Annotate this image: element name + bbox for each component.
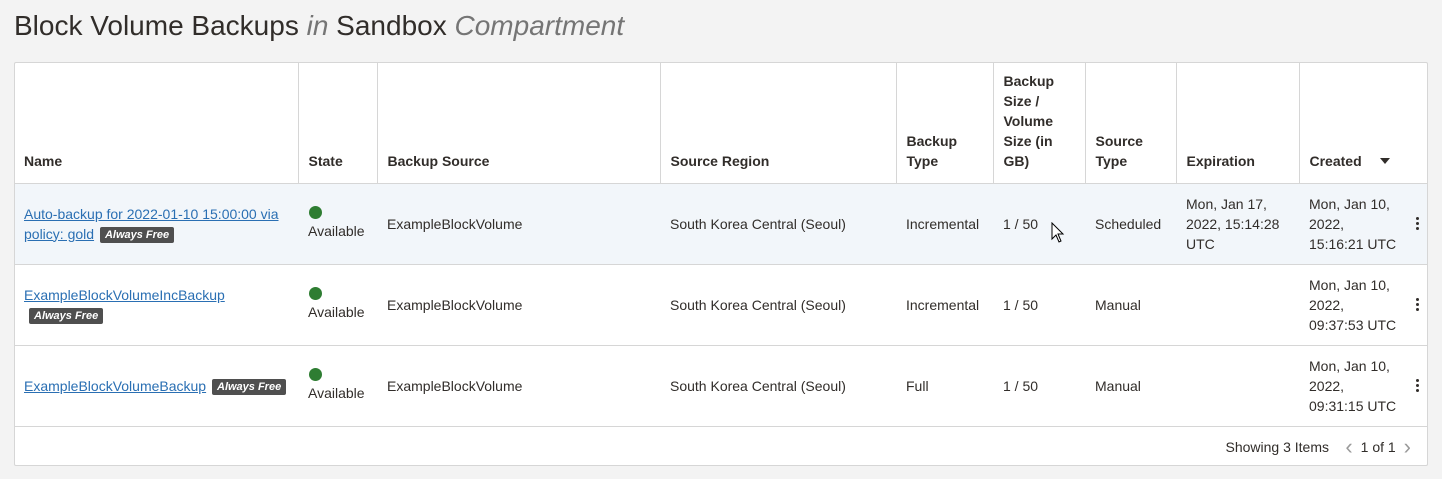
title-resource: Block Volume Backups (14, 10, 299, 41)
cell-name: ExampleBlockVolumeBackup Always Free (15, 345, 298, 427)
table-row: ExampleBlockVolumeBackup Always Free Ava… (15, 345, 1427, 427)
title-compartment-word: Compartment (454, 10, 625, 41)
page-info: 1 of 1 (1360, 439, 1396, 455)
cell-created: Mon, Jan 10, 2022, 15:16:21 UTC (1299, 183, 1427, 265)
cell-expiration: Mon, Jan 17, 2022, 15:14:28 UTC (1176, 183, 1299, 265)
cell-source-type: Manual (1085, 264, 1176, 346)
pagination: ‹ 1 of 1 › (1345, 434, 1411, 459)
cell-state: Available (298, 264, 377, 346)
created-value: Mon, Jan 10, 2022, 15:16:21 UTC (1309, 195, 1397, 252)
status-dot-icon (309, 206, 322, 219)
backup-name-link[interactable]: ExampleBlockVolumeBackup (24, 377, 207, 394)
chevron-right-icon[interactable]: › (1403, 434, 1411, 459)
cell-backup-source: ExampleBlockVolume (377, 264, 660, 346)
page-title: Block Volume Backups in Sandbox Compartm… (14, 8, 624, 44)
table-footer: Showing 3 Items ‹ 1 of 1 › (15, 427, 1427, 465)
col-header-created-label: Created (1309, 152, 1362, 169)
col-header-backup-size[interactable]: Backup Size / Volume Size (in GB) (993, 63, 1086, 184)
created-value: Mon, Jan 10, 2022, 09:37:53 UTC (1309, 276, 1397, 333)
cell-source-region: South Korea Central (Seoul) (660, 345, 896, 427)
title-compartment-name: Sandbox (336, 10, 447, 41)
table-row: ExampleBlockVolumeIncBackup Always Free … (15, 264, 1427, 346)
state-label: Available (308, 304, 365, 320)
cell-backup-source: ExampleBlockVolume (377, 183, 660, 265)
cell-backup-size: 1 / 50 (993, 264, 1085, 346)
cell-backup-type: Incremental (896, 183, 993, 265)
item-count: Showing 3 Items (1225, 439, 1330, 455)
cell-state: Available (298, 183, 377, 265)
kebab-menu-icon[interactable] (1416, 296, 1420, 313)
table-row: Auto-backup for 2022-01-10 15:00:00 via … (15, 183, 1427, 265)
cell-name: Auto-backup for 2022-01-10 15:00:00 via … (15, 183, 298, 265)
col-header-source-type[interactable]: Source Type (1085, 63, 1177, 184)
cell-name: ExampleBlockVolumeIncBackup Always Free (15, 264, 298, 346)
col-header-source-region[interactable]: Source Region (660, 63, 897, 184)
cell-backup-size: 1 / 50 (993, 183, 1085, 265)
cell-backup-size: 1 / 50 (993, 345, 1085, 427)
always-free-badge: Always Free (29, 307, 104, 324)
cell-source-type: Manual (1085, 345, 1176, 427)
cell-created: Mon, Jan 10, 2022, 09:31:15 UTC (1299, 345, 1427, 427)
kebab-menu-icon[interactable] (1416, 215, 1420, 232)
col-header-expiration[interactable]: Expiration (1176, 63, 1300, 184)
backup-name-link[interactable]: ExampleBlockVolumeIncBackup (24, 286, 225, 303)
col-header-backup-type[interactable]: Backup Type (896, 63, 994, 184)
cell-backup-type: Incremental (896, 264, 993, 346)
cell-source-region: South Korea Central (Seoul) (660, 183, 896, 265)
backups-table-panel: Name State Backup Source Source Region B… (14, 62, 1428, 466)
col-header-created[interactable]: Created (1299, 63, 1427, 184)
cell-source-type: Scheduled (1085, 183, 1176, 265)
cell-backup-source: ExampleBlockVolume (377, 345, 660, 427)
status-dot-icon (309, 368, 322, 381)
always-free-badge: Always Free (212, 378, 287, 395)
col-header-backup-source[interactable]: Backup Source (377, 63, 661, 184)
backup-name-link[interactable]: Auto-backup for 2022-01-10 15:00:00 via … (24, 205, 279, 242)
status-dot-icon (309, 287, 322, 300)
state-label: Available (308, 385, 365, 401)
backups-table: Name State Backup Source Source Region B… (15, 63, 1427, 427)
cell-source-region: South Korea Central (Seoul) (660, 264, 896, 346)
kebab-menu-icon[interactable] (1416, 377, 1420, 394)
sort-desc-icon[interactable] (1379, 157, 1390, 164)
cell-state: Available (298, 345, 377, 427)
col-header-name[interactable]: Name (15, 63, 299, 184)
cell-expiration (1176, 345, 1299, 427)
always-free-badge: Always Free (99, 226, 175, 243)
col-header-state[interactable]: State (298, 63, 378, 184)
mouse-pointer-icon (1051, 222, 1065, 243)
chevron-left-icon[interactable]: ‹ (1345, 434, 1353, 459)
cell-expiration (1176, 264, 1299, 346)
table-header-row: Name State Backup Source Source Region B… (15, 63, 1427, 184)
state-label: Available (308, 223, 365, 239)
cell-created: Mon, Jan 10, 2022, 09:37:53 UTC (1299, 264, 1427, 346)
title-in: in (306, 10, 329, 41)
cell-backup-type: Full (896, 345, 993, 427)
created-value: Mon, Jan 10, 2022, 09:31:15 UTC (1309, 357, 1397, 414)
